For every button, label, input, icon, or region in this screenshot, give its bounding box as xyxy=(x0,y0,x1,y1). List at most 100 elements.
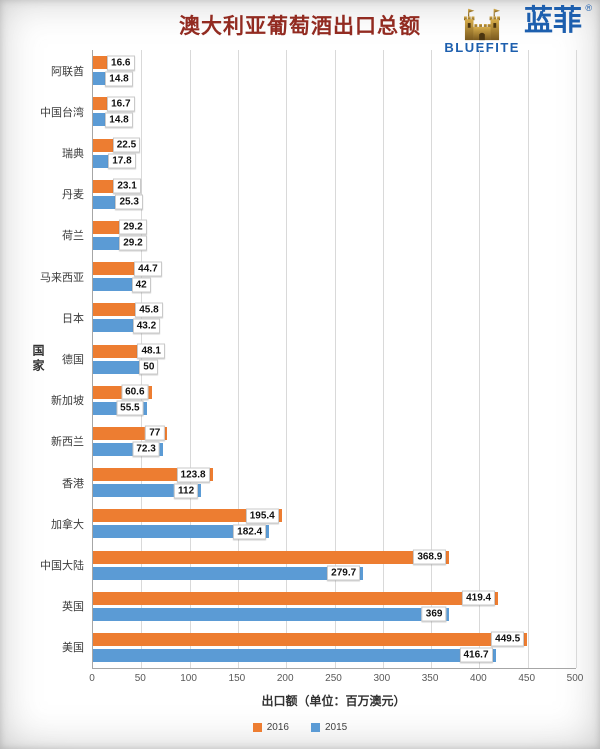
bar-2016 xyxy=(93,97,110,111)
legend: 2016 2015 xyxy=(0,722,600,733)
bar-track: 16.6 xyxy=(93,55,576,71)
category-row: 马来西亚 44.7 42 xyxy=(40,256,576,297)
gridline xyxy=(382,50,384,668)
value-label: 369 xyxy=(421,606,447,622)
value-label: 123.8 xyxy=(176,467,210,483)
bar-2016 xyxy=(93,179,116,193)
value-label: 50 xyxy=(139,359,159,375)
category-row: 日本 45.8 43.2 xyxy=(62,297,576,338)
category-label: 中国大陆 xyxy=(40,560,84,573)
bar-2015 xyxy=(93,319,135,333)
value-label: 72.3 xyxy=(132,441,160,457)
category-label: 荷兰 xyxy=(62,230,84,243)
bar-track: 42 xyxy=(93,277,576,293)
gridline xyxy=(141,50,143,668)
bar-2016 xyxy=(93,632,528,646)
x-tick-label: 350 xyxy=(421,673,439,684)
value-label: 44.7 xyxy=(134,261,162,277)
value-label: 279.7 xyxy=(327,565,361,581)
category-row: 英国 419.4 369 xyxy=(62,586,576,627)
legend-swatch xyxy=(252,723,262,732)
legend-item-2015: 2015 xyxy=(311,722,347,733)
bar-2015 xyxy=(93,278,134,292)
category-row: 香港 123.8 112 xyxy=(62,462,576,503)
plot-area: 阿联酋 16.6 14.8 中国台湾 16.7 14.8 瑞典 22.5 17.8 丹麦 23.1 2… xyxy=(40,50,577,669)
bar-track: 123.8 xyxy=(93,467,576,483)
bar-track: 419.4 xyxy=(93,590,576,606)
bar-2015 xyxy=(93,607,450,621)
bar-track: 48.1 xyxy=(93,343,576,359)
bar-2016 xyxy=(93,591,499,605)
value-label: 29.2 xyxy=(119,235,147,251)
bar-2015 xyxy=(93,525,270,539)
category-row: 新加坡 60.6 55.5 xyxy=(51,380,576,421)
category-label: 日本 xyxy=(62,312,84,325)
category-row: 丹麦 23.1 25.3 xyxy=(62,174,576,215)
bar-track: 17.8 xyxy=(93,153,576,169)
bar-track: 14.8 xyxy=(93,112,576,128)
bar-track: 369 xyxy=(93,606,576,622)
x-tick-label: 0 xyxy=(89,673,95,684)
bar-2016 xyxy=(93,138,115,152)
category-row: 中国台湾 16.7 14.8 xyxy=(40,91,576,132)
category-label: 香港 xyxy=(62,477,84,490)
bar-track: 72.3 xyxy=(93,441,576,457)
bar-track: 14.8 xyxy=(93,71,576,87)
bar-2015 xyxy=(93,195,118,209)
x-tick-label: 50 xyxy=(134,673,146,684)
value-label: 77 xyxy=(145,425,165,441)
category-row: 加拿大 195.4 182.4 xyxy=(51,503,576,544)
bar-2016 xyxy=(93,344,140,358)
value-label: 16.6 xyxy=(107,55,135,71)
value-label: 55.5 xyxy=(116,400,144,416)
bar-2015 xyxy=(93,113,108,127)
legend-item-2016: 2016 xyxy=(252,722,289,733)
registered-mark: ® xyxy=(585,3,592,13)
category-row: 阿联酋 16.6 14.8 xyxy=(51,50,576,91)
bar-2016 xyxy=(93,509,282,523)
category-label: 丹麦 xyxy=(62,189,84,202)
gridline xyxy=(237,50,239,668)
value-label: 25.3 xyxy=(115,194,143,210)
chart-title: 澳大利亚葡萄酒出口总额 xyxy=(179,15,421,38)
legend-swatch xyxy=(311,723,320,732)
category-label: 德国 xyxy=(62,354,84,367)
x-tick-label: 250 xyxy=(325,673,342,684)
bar-track: 43.2 xyxy=(93,318,576,334)
bar-track: 23.1 xyxy=(93,178,576,194)
category-label: 中国台湾 xyxy=(40,106,84,119)
category-row: 德国 48.1 50 xyxy=(62,338,576,379)
brand-name-en: BLUEFITE xyxy=(444,40,520,55)
bar-2015 xyxy=(93,154,111,168)
category-label: 马来西亚 xyxy=(40,271,84,284)
legend-label: 2016 xyxy=(266,722,289,733)
bar-track: 416.7 xyxy=(93,647,576,663)
x-tick-label: 450 xyxy=(518,673,536,684)
x-tick-label: 150 xyxy=(228,673,246,684)
bar-track: 22.5 xyxy=(93,137,576,153)
gridline xyxy=(479,50,481,668)
value-label: 14.8 xyxy=(105,71,133,87)
category-label: 加拿大 xyxy=(51,518,84,531)
bar-track: 112 xyxy=(93,483,576,499)
value-label: 60.6 xyxy=(121,384,149,400)
category-label: 瑞典 xyxy=(62,148,84,160)
bar-2015 xyxy=(93,72,108,86)
bar-track: 60.6 xyxy=(93,384,576,400)
x-tick-label: 400 xyxy=(470,673,487,684)
value-label: 42 xyxy=(131,277,151,293)
bar-2016 xyxy=(93,303,138,317)
bar-track: 368.9 xyxy=(93,549,576,565)
category-row: 荷兰 29.2 29.2 xyxy=(62,215,576,256)
x-axis-ticks: 0 50 100 150 200 250 300 350 400 450 500 xyxy=(89,673,583,687)
bar-track: 45.8 xyxy=(93,302,576,318)
value-label: 45.8 xyxy=(135,302,163,318)
brand-name-cn: 蓝菲 ® xyxy=(524,3,592,36)
bar-2016 xyxy=(93,550,450,564)
value-label: 48.1 xyxy=(137,343,165,359)
value-label: 195.4 xyxy=(245,508,279,524)
value-label: 17.8 xyxy=(108,153,136,169)
bar-track: 55.5 xyxy=(93,400,576,416)
bar-2016 xyxy=(93,56,110,70)
bar-track: 195.4 xyxy=(93,508,576,524)
